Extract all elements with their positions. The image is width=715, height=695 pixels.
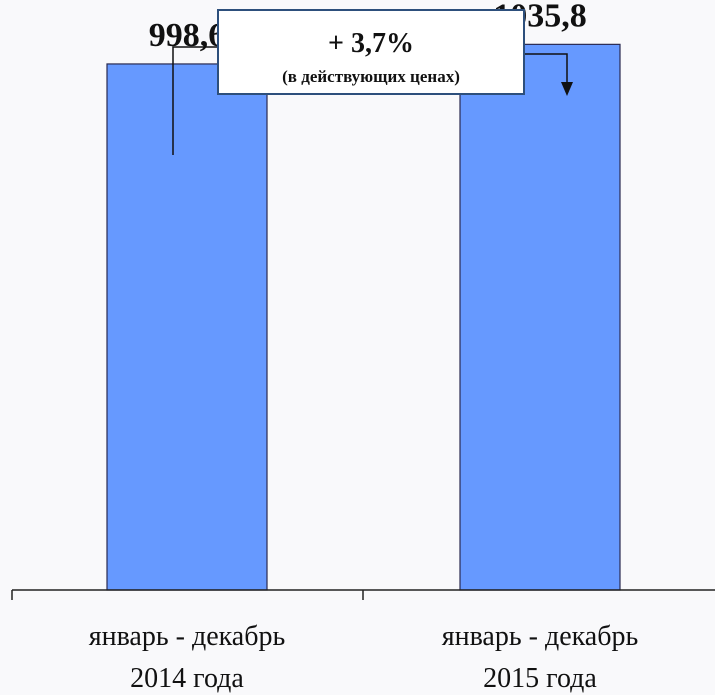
category-label-1-line-2: 2014 года [130, 663, 244, 694]
category-label-1-line-1: январь - декабрь [89, 621, 286, 652]
category-label-2-line-1: январь - декабрь [442, 621, 639, 652]
category-labels-group: январь - декабрь 2014 года январь - декабр… [89, 621, 639, 694]
category-label-2-line-2: 2015 года [483, 663, 597, 694]
value-label-1: 998,6 [149, 17, 226, 54]
bar-1 [106, 63, 268, 591]
bar-2 [459, 43, 621, 591]
connector-right [524, 53, 568, 83]
connector-left [172, 46, 218, 155]
arrow-head-icon [561, 82, 573, 96]
bars-group [106, 43, 621, 591]
annotation-sub-text: (в действующих ценах) [282, 67, 460, 86]
annotation-main-text: + 3,7% [328, 28, 414, 59]
annotation-box [217, 9, 525, 95]
growth-annotation: + 3,7% (в действующих ценах) [172, 9, 573, 155]
x-axis [11, 589, 715, 600]
